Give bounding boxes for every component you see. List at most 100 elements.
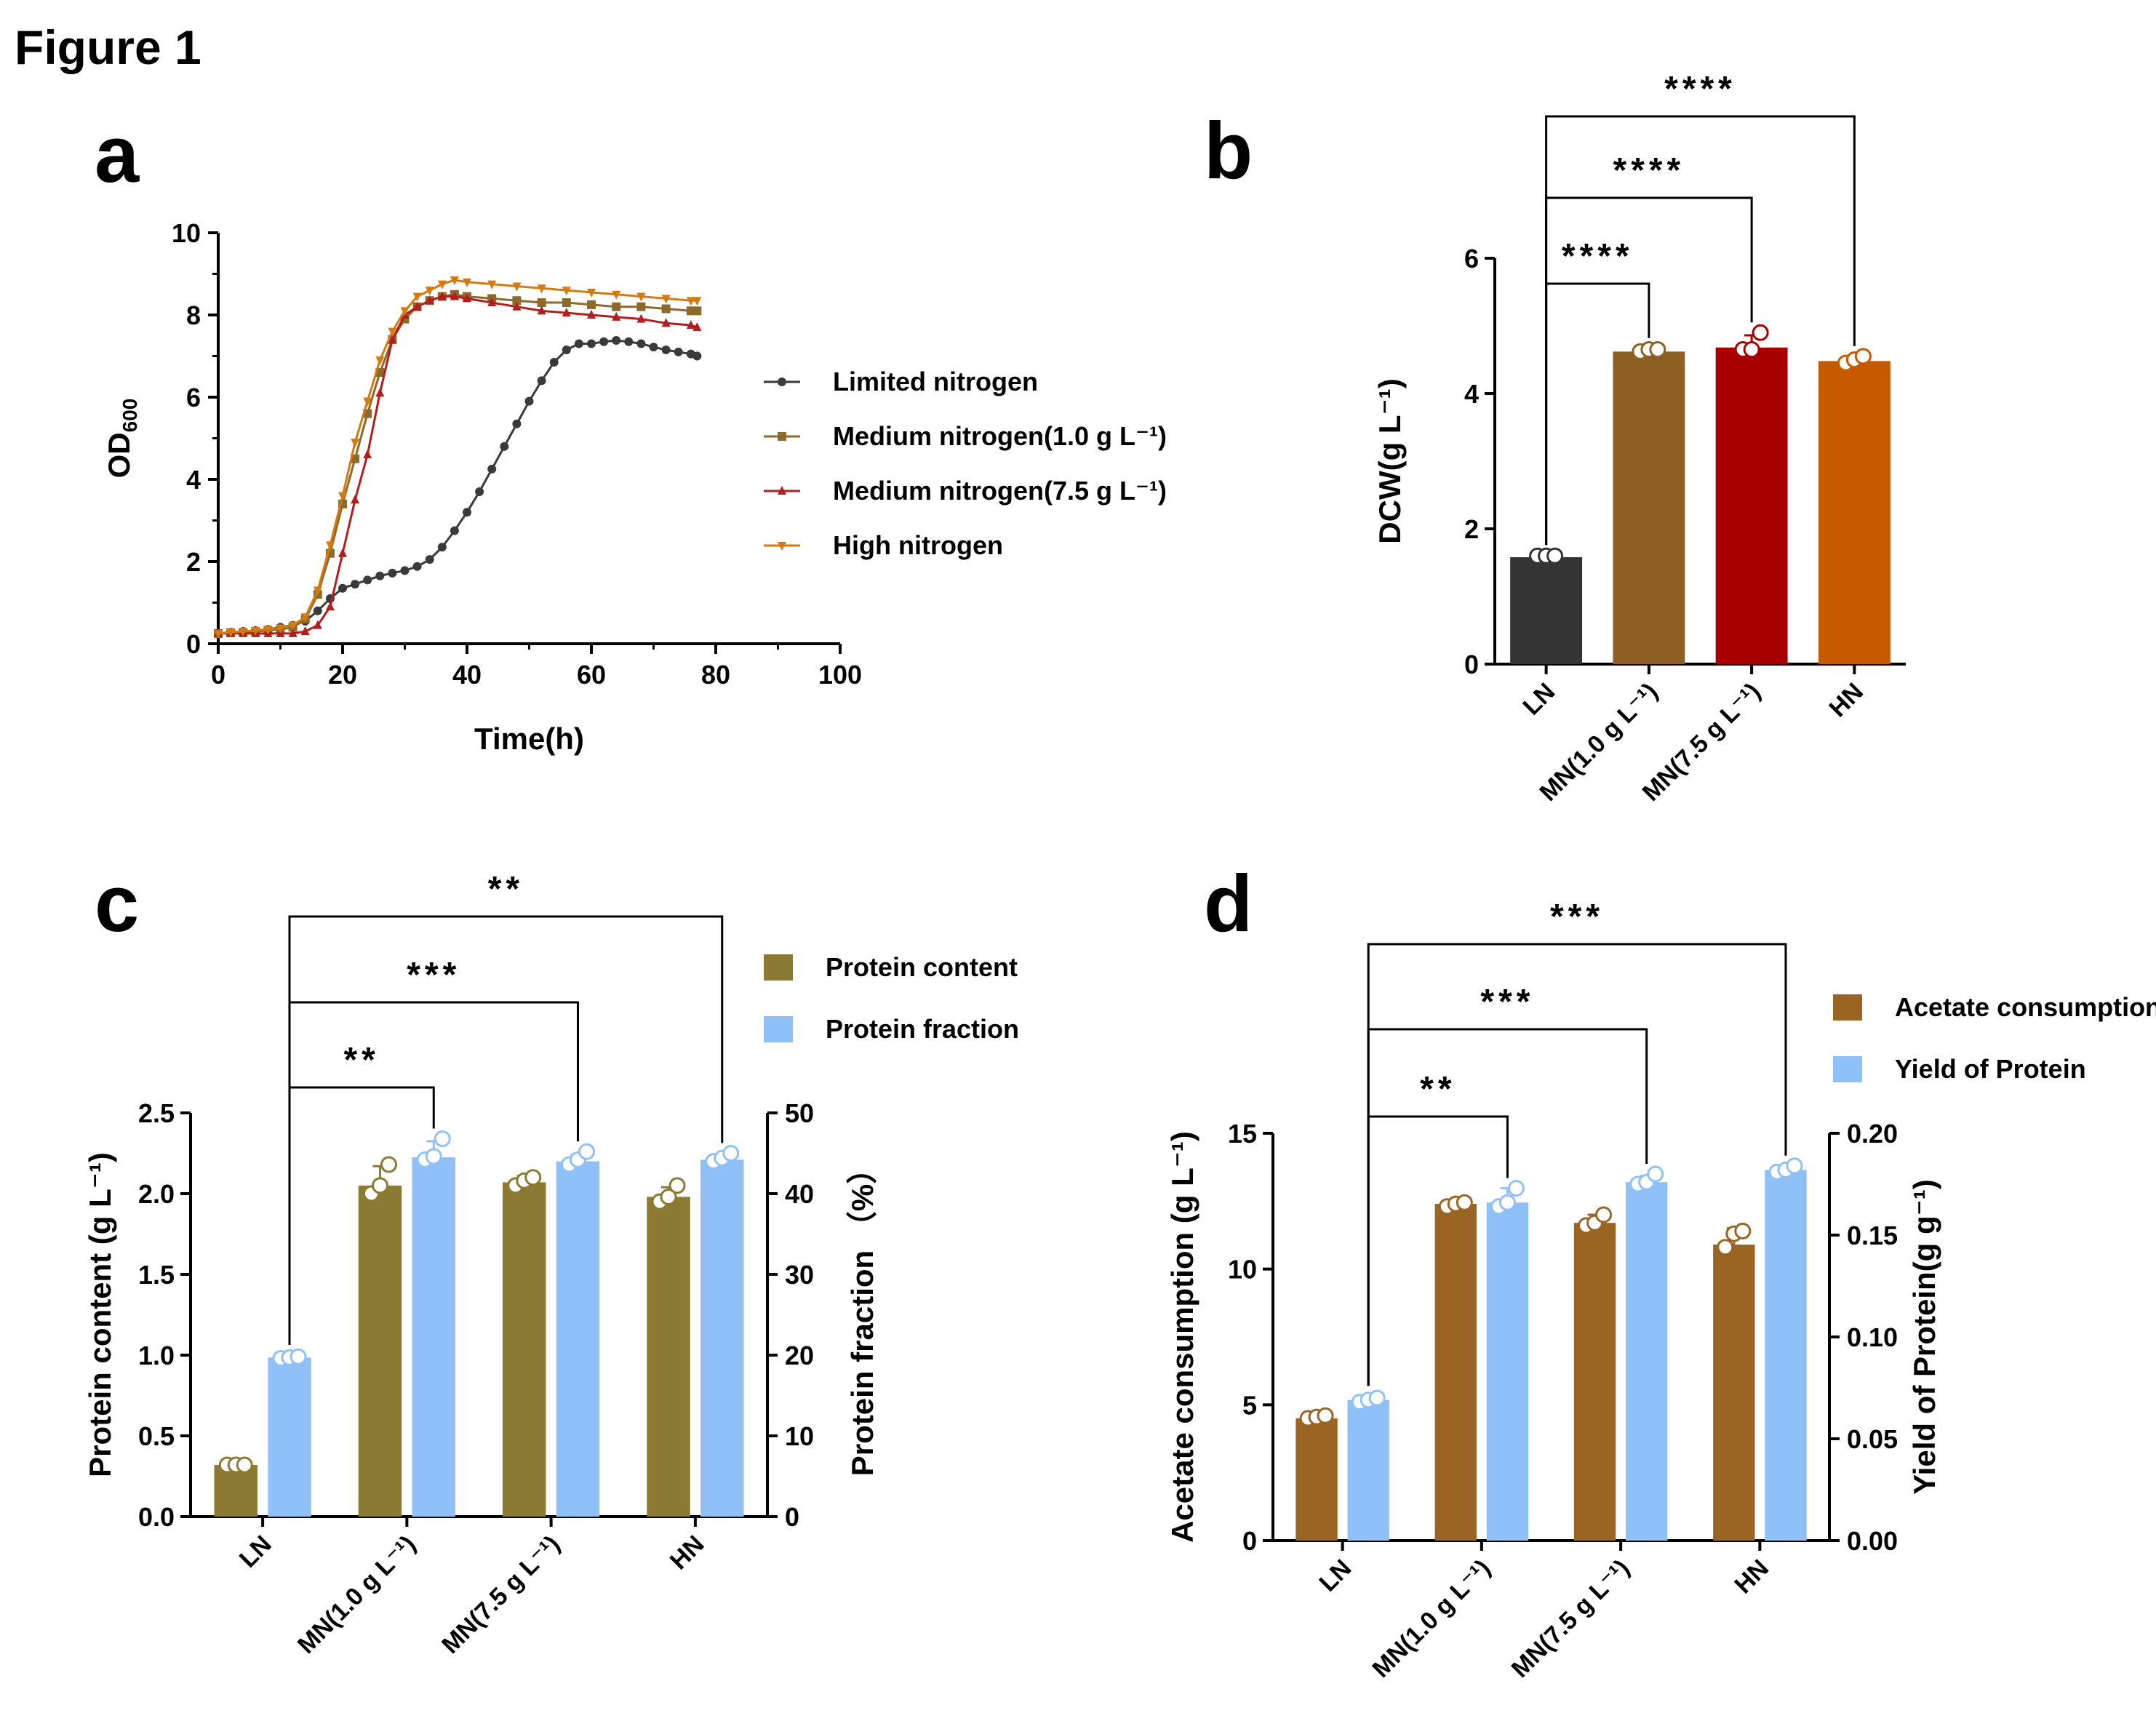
y-tick-label: 0 <box>1464 650 1479 679</box>
category-label: LN <box>234 1530 277 1573</box>
y-right-tick-label: 0.10 <box>1847 1322 1898 1352</box>
replicate-point <box>1734 1222 1752 1239</box>
data-point <box>313 620 322 629</box>
bar <box>268 1348 311 1517</box>
significance-bracket: **** <box>1545 70 1856 546</box>
category-label: MN(7.5 g L⁻¹) <box>436 1530 565 1659</box>
y-tick-label: 5 <box>1242 1390 1257 1420</box>
panel-letter: c <box>95 859 139 949</box>
bar-rect <box>1613 351 1685 664</box>
bar-rect <box>700 1159 744 1517</box>
bar-rect <box>1573 1223 1616 1541</box>
legend-label: Limited nitrogen <box>833 367 1038 396</box>
panel-letter: a <box>95 110 140 199</box>
y-right-tick-label: 0.00 <box>1847 1526 1898 1556</box>
y-tick-label: 1.5 <box>138 1260 175 1290</box>
legend-label: Medium nitrogen(7.5 g L⁻¹) <box>833 476 1167 506</box>
data-point <box>686 320 695 330</box>
y-tick-label: 0.0 <box>138 1502 175 1532</box>
legend-label: Protein content <box>826 952 1018 982</box>
replicate-point <box>1456 1194 1473 1211</box>
data-point <box>313 606 322 615</box>
data-point <box>226 628 236 638</box>
replicate-point <box>1752 324 1769 341</box>
bar <box>1510 547 1583 664</box>
data-point <box>375 571 385 580</box>
data-point <box>512 419 522 428</box>
data-point <box>338 583 347 593</box>
data-point <box>351 454 360 463</box>
y-tick-label: 0 <box>1242 1526 1257 1556</box>
replicate-point <box>1595 1206 1613 1223</box>
data-point <box>692 322 702 331</box>
data-point <box>636 339 646 348</box>
data-point <box>636 292 646 302</box>
category-label: LN <box>1517 678 1560 721</box>
data-point <box>692 297 702 306</box>
data-point <box>574 339 583 348</box>
data-point <box>351 439 360 448</box>
y-axis-label: DCW(g L⁻¹) <box>1373 378 1407 543</box>
panel-letter: d <box>1204 859 1253 949</box>
bar-rect <box>1765 1170 1807 1541</box>
x-tick-label: 60 <box>577 660 606 690</box>
replicate-point <box>524 1169 542 1186</box>
data-point <box>537 284 546 294</box>
bar-rect <box>1347 1399 1389 1541</box>
data-point <box>475 487 484 496</box>
y-tick-label: 2 <box>186 547 201 577</box>
bar <box>412 1130 455 1517</box>
data-point <box>338 548 347 557</box>
data-point <box>636 314 646 323</box>
significance-label: *** <box>1480 983 1534 1021</box>
data-point <box>612 336 621 346</box>
data-point <box>463 293 471 303</box>
y-tick-label: 2 <box>1464 514 1479 544</box>
bar-rect <box>1510 557 1583 664</box>
y-right-tick-label: 50 <box>785 1098 814 1128</box>
data-point <box>487 280 497 290</box>
data-point <box>562 346 571 355</box>
y-right-tick-label: 0.05 <box>1847 1424 1898 1454</box>
data-point <box>425 287 434 296</box>
panel-letter: b <box>1204 106 1253 196</box>
data-point <box>661 304 671 314</box>
replicate-point <box>1786 1157 1803 1175</box>
x-axis-label: Time(h) <box>474 722 584 756</box>
bar <box>556 1143 600 1517</box>
significance-label: ** <box>1420 1070 1456 1109</box>
significance-label: ** <box>488 870 524 909</box>
data-point <box>562 287 571 296</box>
y-axis-label-left: Protein content (g L⁻¹) <box>83 1152 117 1477</box>
bar-rect <box>556 1161 600 1517</box>
significance-label: **** <box>1562 237 1634 276</box>
replicate-point <box>1854 348 1872 365</box>
legend-marker <box>778 432 786 441</box>
data-point <box>624 337 634 346</box>
y-right-tick-label: 20 <box>785 1341 814 1370</box>
replicate-point <box>290 1348 307 1365</box>
replicate-point <box>380 1156 398 1173</box>
bar <box>1573 1206 1616 1541</box>
data-point <box>562 298 571 308</box>
data-point <box>425 555 434 564</box>
panel-d-bar-chart: d 0 5 10 15 0.00 0.05 0.10 0.15 0.20 LN MN(1.0 g L⁻… <box>1165 859 2156 1683</box>
bar <box>700 1145 744 1517</box>
bar <box>1434 1194 1477 1541</box>
y-tick-label: 2.0 <box>138 1179 175 1209</box>
data-point <box>450 276 459 285</box>
y-tick-label: 6 <box>1464 244 1479 273</box>
bar-rect <box>1486 1202 1529 1541</box>
bar <box>1295 1407 1338 1541</box>
bar-rect <box>358 1185 402 1517</box>
y-right-tick-label: 0.20 <box>1847 1119 1898 1149</box>
data-point <box>425 295 434 305</box>
legend-swatch <box>1833 1056 1862 1082</box>
significance-label: *** <box>407 956 460 994</box>
significance-label: **** <box>1664 70 1736 108</box>
data-point <box>388 327 397 337</box>
bracket-line <box>288 915 724 1345</box>
data-point <box>537 298 546 308</box>
